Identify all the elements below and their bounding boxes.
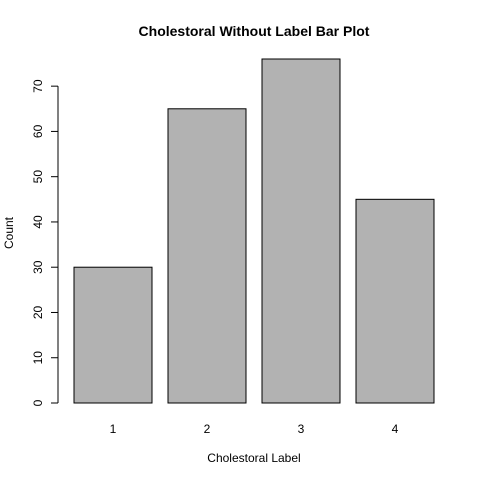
x-tick-label: 2 <box>204 422 211 436</box>
y-tick-label: 30 <box>31 260 45 274</box>
y-tick-label: 10 <box>31 351 45 365</box>
y-tick-label: 0 <box>31 399 45 406</box>
y-tick-label: 60 <box>31 124 45 138</box>
x-tick-label: 1 <box>110 422 117 436</box>
y-axis: 0 10 20 30 40 50 60 70 <box>31 79 59 406</box>
chart-title: Cholestoral Without Label Bar Plot <box>139 23 370 39</box>
bar-2 <box>167 108 247 404</box>
y-tick-label: 50 <box>31 170 45 184</box>
bar-3 <box>261 58 341 404</box>
x-axis-label: Cholestoral Label <box>207 451 300 465</box>
y-tick-label: 70 <box>31 79 45 93</box>
y-axis-label: Count <box>2 216 16 249</box>
x-tick-labels: 1 2 3 4 <box>110 422 399 436</box>
y-tick-label: 40 <box>31 215 45 229</box>
x-tick-label: 3 <box>298 422 305 436</box>
bars-group <box>73 58 435 404</box>
y-tick-label: 20 <box>31 305 45 319</box>
x-tick-label: 4 <box>392 422 399 436</box>
bar-4 <box>355 198 435 404</box>
bar-1 <box>73 266 153 404</box>
